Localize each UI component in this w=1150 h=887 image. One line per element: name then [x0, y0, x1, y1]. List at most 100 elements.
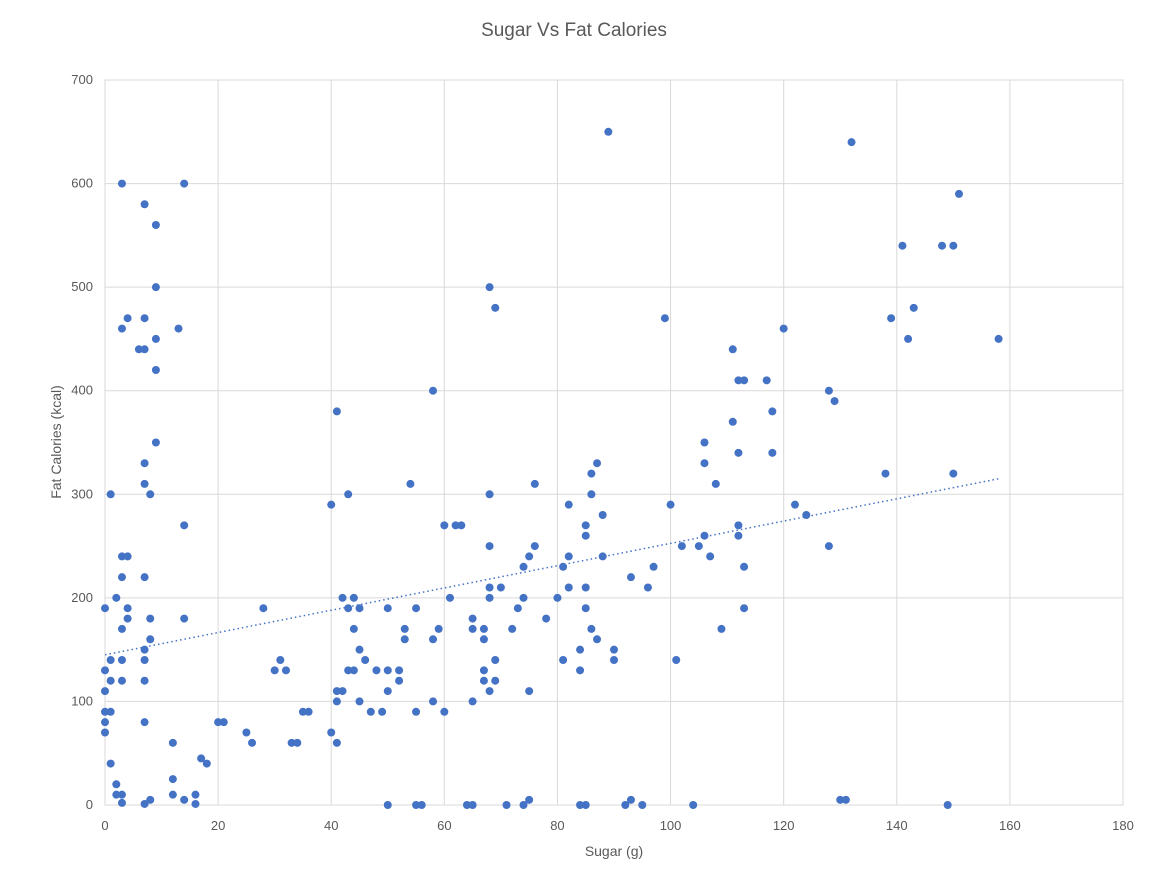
- data-point: [106, 676, 115, 685]
- data-point: [259, 604, 268, 613]
- data-point: [824, 386, 833, 395]
- data-point: [762, 376, 771, 385]
- data-point: [180, 614, 189, 623]
- data-point: [734, 521, 743, 530]
- data-point: [191, 799, 200, 808]
- data-point: [836, 795, 845, 804]
- x-tick-label: 60: [437, 818, 451, 833]
- data-point: [734, 376, 743, 385]
- data-point: [106, 490, 115, 499]
- data-point: [146, 635, 155, 644]
- data-point: [298, 707, 307, 716]
- data-point: [643, 583, 652, 592]
- data-point: [406, 479, 415, 488]
- data-point: [412, 801, 421, 809]
- data-point: [101, 728, 109, 737]
- chart-title: Sugar Vs Fat Calories: [481, 20, 667, 41]
- data-point: [332, 697, 341, 706]
- data-point: [445, 593, 454, 602]
- data-point: [412, 707, 421, 716]
- data-point: [525, 687, 534, 696]
- data-point: [598, 552, 607, 561]
- data-point: [581, 531, 590, 540]
- data-point: [768, 448, 777, 457]
- data-point: [440, 707, 449, 716]
- data-point: [344, 666, 353, 675]
- data-point: [338, 593, 347, 602]
- data-point: [994, 334, 1003, 343]
- data-point: [101, 604, 109, 613]
- data-point: [400, 624, 409, 633]
- data-point: [564, 552, 573, 561]
- data-point: [559, 656, 568, 664]
- data-point: [140, 479, 149, 488]
- data-point: [101, 718, 109, 727]
- data-point: [429, 697, 438, 706]
- data-point: [106, 707, 115, 716]
- x-tick-label: 140: [886, 818, 908, 833]
- data-point: [434, 624, 443, 633]
- data-point: [117, 573, 126, 582]
- data-point: [740, 376, 749, 385]
- data-point: [666, 500, 675, 509]
- data-point: [180, 795, 189, 804]
- data-point: [519, 801, 528, 809]
- data-point: [790, 500, 799, 509]
- data-point: [734, 448, 743, 457]
- data-point: [146, 614, 155, 623]
- y-tick-label: 300: [71, 486, 93, 501]
- y-axis-label: Fat Calories (kcal): [48, 385, 64, 499]
- data-point: [649, 562, 658, 571]
- data-point: [457, 521, 466, 530]
- data-point: [700, 438, 709, 447]
- data-point: [525, 795, 534, 804]
- y-tick-label: 100: [71, 693, 93, 708]
- data-point: [117, 798, 126, 807]
- data-point: [361, 656, 370, 664]
- data-point: [112, 790, 121, 799]
- data-point: [429, 635, 438, 644]
- data-point: [417, 801, 426, 809]
- data-point: [468, 801, 477, 809]
- data-point: [372, 666, 381, 675]
- data-point: [740, 604, 749, 613]
- data-point: [519, 593, 528, 602]
- data-point: [677, 542, 686, 551]
- data-point: [349, 593, 358, 602]
- data-point: [304, 707, 313, 716]
- data-point: [909, 303, 918, 312]
- data-point: [429, 386, 438, 395]
- data-point: [202, 759, 211, 768]
- data-point: [270, 666, 279, 675]
- data-point: [519, 562, 528, 571]
- x-tick-label: 80: [550, 818, 564, 833]
- data-point: [123, 552, 132, 561]
- x-tick-label: 160: [999, 818, 1021, 833]
- data-point: [898, 241, 907, 250]
- data-point: [700, 531, 709, 540]
- data-point: [485, 542, 494, 551]
- data-point: [576, 801, 585, 809]
- data-point: [151, 366, 160, 374]
- data-point: [576, 645, 585, 654]
- data-point: [904, 334, 913, 343]
- data-point: [349, 624, 358, 633]
- data-point: [954, 189, 963, 198]
- data-point: [587, 490, 596, 499]
- data-point: [287, 738, 296, 747]
- data-point: [830, 397, 839, 406]
- data-point: [395, 666, 404, 675]
- data-point: [140, 573, 149, 582]
- y-tick-label: 200: [71, 590, 93, 605]
- data-point: [513, 604, 522, 613]
- y-tick-label: 600: [71, 176, 93, 191]
- data-point: [140, 656, 149, 664]
- data-point: [151, 221, 160, 229]
- data-point: [881, 469, 890, 478]
- data-point: [355, 604, 364, 613]
- data-point: [638, 801, 647, 809]
- data-point: [694, 542, 703, 551]
- data-point: [581, 801, 590, 809]
- data-point: [626, 795, 635, 804]
